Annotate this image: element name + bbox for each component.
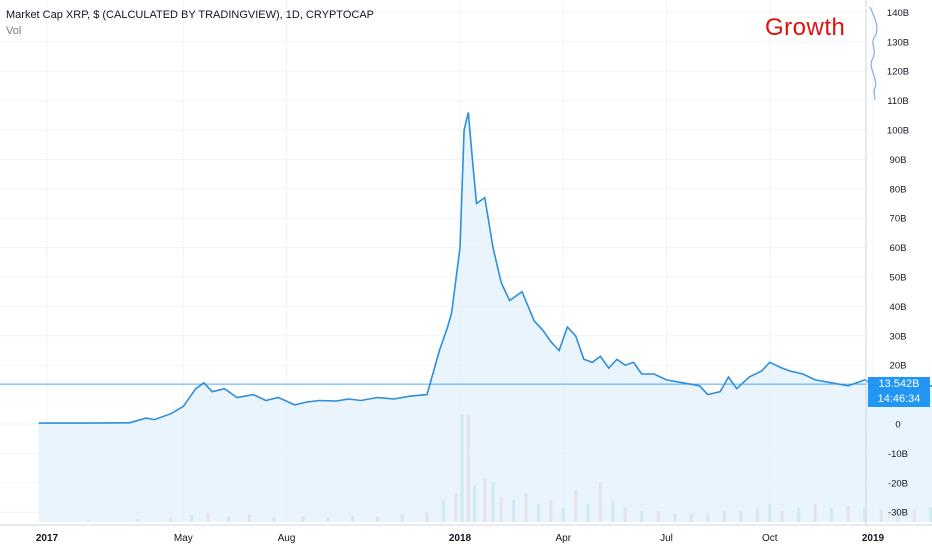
x-tick-label: Oct [762,533,778,544]
y-tick-label: 130B [887,37,909,48]
y-tick-label: 60B [890,243,907,254]
x-tick-label: May [174,533,193,544]
last-price-tag: 13.542B [868,377,930,393]
y-tick-label: 20B [890,361,907,372]
y-tick-label: 70B [890,214,907,225]
y-tick-label: -10B [888,449,908,460]
countdown-tag: 14:46:34 [868,392,930,408]
y-tick-label: 100B [887,126,909,137]
y-tick-label: 80B [890,184,907,195]
price-area [38,112,932,522]
x-tick-label: 2019 [862,533,885,544]
x-axis[interactable]: 2017MayAug2018AprJulOct2019AprJulOct2020… [0,524,932,544]
chart-title: Market Cap XRP, $ (CALCULATED BY TRADING… [6,9,374,21]
y-tick-label: 110B [887,96,908,107]
growth-annotation: Growth [765,14,846,41]
y-tick-label: 140B [887,8,909,19]
y-tick-label: -30B [888,508,908,519]
bracket-mark [869,6,878,101]
y-tick-label: 0 [895,420,900,431]
x-tick-label: Aug [278,533,296,544]
x-tick-label: 2018 [449,533,472,544]
legend: Market Cap XRP, $ (CALCULATED BY TRADING… [6,7,374,39]
volume-label: Vol [6,25,22,37]
y-tick-label: -20B [888,478,908,489]
price-line [38,112,932,424]
x-tick-label: 2017 [36,533,59,544]
x-tick-label: Apr [555,533,571,544]
y-tick-label: 30B [890,331,907,342]
y-tick-label: 40B [890,302,907,313]
y-tick-label: 90B [890,155,907,166]
x-tick-label: Jul [660,533,673,544]
y-tick-label: 50B [890,273,907,284]
y-tick-label: 120B [887,67,909,78]
y-axis[interactable]: 140B 130B 120B 110B 100B 90B 80B 70B 60B 50B 40B 30… [865,0,909,525]
